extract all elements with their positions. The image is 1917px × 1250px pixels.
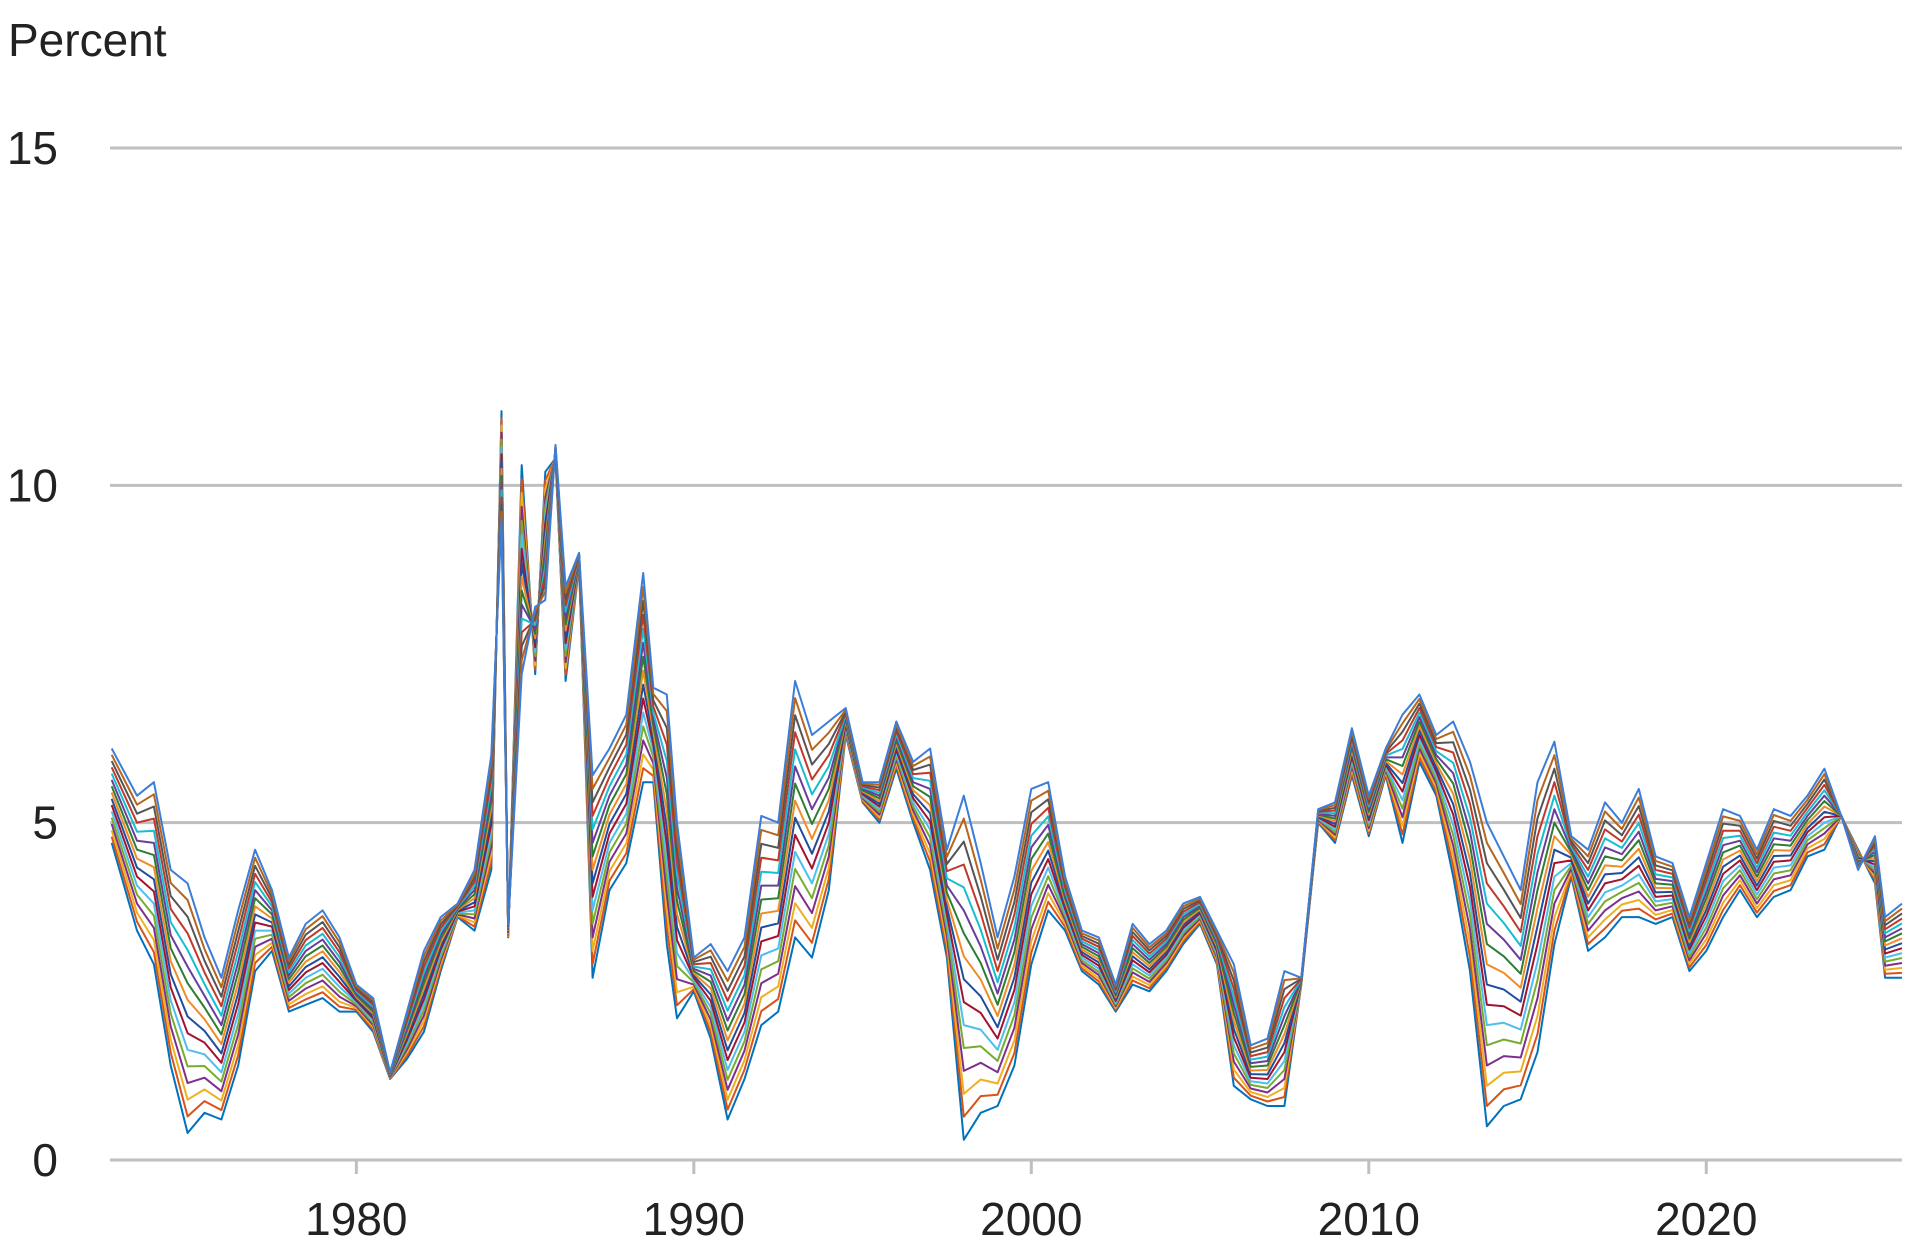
x-tick-label-2010: 2010: [1318, 1193, 1420, 1245]
x-tick-label-1980: 1980: [305, 1193, 407, 1245]
series-lines: [110, 410, 1903, 1141]
series-line-3: [110, 424, 1903, 1102]
series-line-16: [110, 443, 1903, 1074]
series-line-1: [110, 410, 1902, 1141]
series-line-5: [110, 438, 1903, 1089]
y-tick-label-15: 15: [7, 122, 58, 174]
series-line-2: [110, 417, 1903, 1118]
series-line-9: [110, 450, 1903, 1077]
series-line-13: [110, 446, 1903, 1075]
x-tick-label-2000: 2000: [980, 1193, 1082, 1245]
x-tick-labels: 1980 1990 2000 2010 2020: [305, 1193, 1757, 1245]
y-tick-labels: 0 5 10 15: [7, 122, 58, 1186]
series-line-6: [110, 446, 1903, 1085]
y-tick-label-0: 0: [32, 1134, 58, 1186]
series-line-4: [110, 431, 1903, 1094]
series-line-8: [110, 451, 1903, 1077]
series-line-11: [110, 448, 1903, 1076]
y-tick-label-5: 5: [32, 797, 58, 849]
series-line-14: [110, 445, 1903, 1075]
series-line-7: [110, 451, 1903, 1080]
series-line-12: [110, 447, 1903, 1076]
x-axis: [110, 1158, 1902, 1174]
y-axis-label: Percent: [8, 14, 167, 66]
series-line-15: [110, 444, 1903, 1074]
series-line-10: [110, 449, 1903, 1076]
x-tick-label-2020: 2020: [1655, 1193, 1757, 1245]
y-tick-label-10: 10: [7, 459, 58, 511]
x-tick-label-1990: 1990: [643, 1193, 745, 1245]
gridlines: [110, 146, 1902, 825]
